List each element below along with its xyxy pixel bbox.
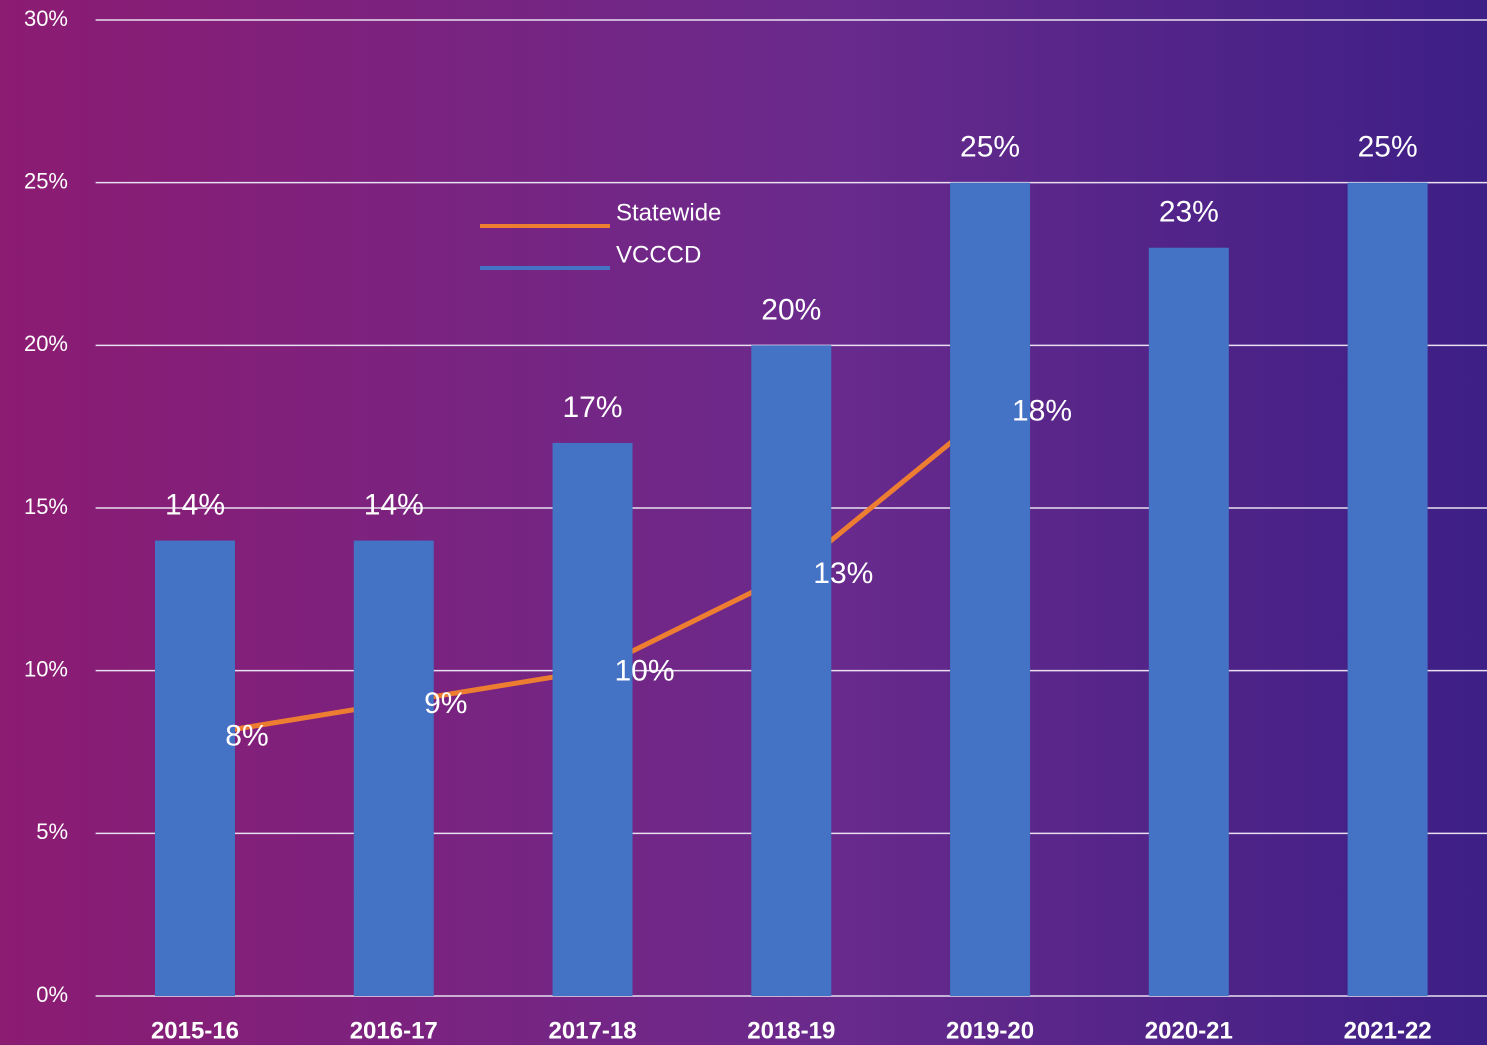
y-tick-label: 15% xyxy=(24,494,68,519)
x-tick-label: 2015-16 xyxy=(151,1017,239,1044)
bar-value-label: 25% xyxy=(960,131,1020,164)
legend-label: VCCCD xyxy=(616,241,701,268)
x-tick-label: 2017-18 xyxy=(548,1017,636,1044)
line-value-label: 9% xyxy=(424,687,467,720)
bar-value-label: 20% xyxy=(761,293,821,326)
x-tick-label: 2021-22 xyxy=(1344,1017,1432,1044)
bar-value-label: 23% xyxy=(1159,196,1219,229)
bar xyxy=(552,442,633,996)
line-value-label: 13% xyxy=(813,557,873,590)
bar xyxy=(353,540,434,996)
bar-value-label: 14% xyxy=(364,488,424,521)
legend-label: Statewide xyxy=(616,199,721,226)
y-tick-label: 20% xyxy=(24,331,68,356)
y-tick-label: 25% xyxy=(24,168,68,193)
x-tick-label: 2018-19 xyxy=(747,1017,835,1044)
bar xyxy=(950,182,1031,996)
line-value-label: 10% xyxy=(615,655,675,688)
y-tick-label: 30% xyxy=(24,6,68,31)
bar xyxy=(1148,247,1229,996)
x-tick-label: 2020-21 xyxy=(1145,1017,1233,1044)
bar xyxy=(1347,182,1428,996)
y-tick-label: 0% xyxy=(36,982,68,1007)
x-tick-label: 2019-20 xyxy=(946,1017,1034,1044)
y-tick-label: 10% xyxy=(24,656,68,681)
bar-value-label: 14% xyxy=(165,488,225,521)
bar xyxy=(751,345,832,996)
bar xyxy=(154,540,235,996)
bar-value-label: 25% xyxy=(1358,131,1418,164)
y-tick-label: 5% xyxy=(36,819,68,844)
line-value-label: 18% xyxy=(1012,394,1072,427)
line-value-label: 8% xyxy=(225,720,268,753)
bar-value-label: 17% xyxy=(563,391,623,424)
x-tick-label: 2016-17 xyxy=(350,1017,438,1044)
